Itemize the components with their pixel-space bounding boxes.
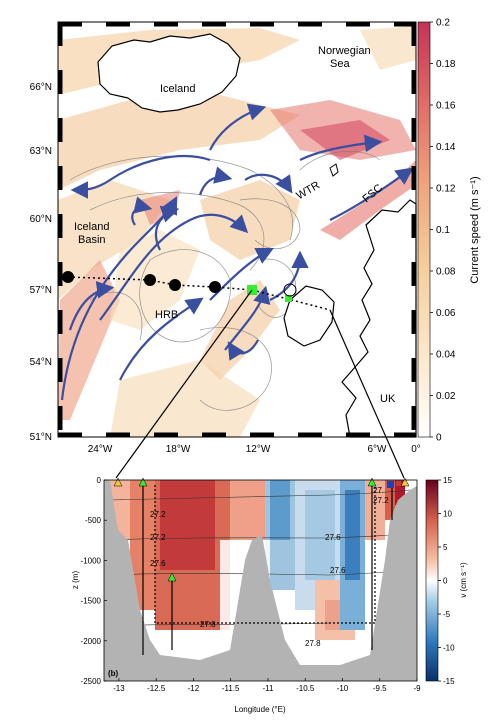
map-xtick: 6°W bbox=[368, 444, 388, 455]
velocity-colorbar-tick-label: 5 bbox=[443, 543, 448, 552]
map-ytick: 51°N bbox=[30, 432, 52, 443]
speed-colorbar-tick-label: 0.04 bbox=[436, 350, 456, 361]
section-ytick-label: -1000 bbox=[81, 556, 102, 565]
label-iceland-basin-1: Iceland bbox=[74, 221, 109, 233]
label-iceland: Iceland bbox=[160, 83, 195, 95]
label-hrb: HRB bbox=[155, 309, 178, 321]
map-xtick: 24°W bbox=[88, 444, 113, 455]
section-ytick-label: -1500 bbox=[81, 597, 102, 606]
section-xtick-label: -11.5 bbox=[222, 684, 240, 693]
speed-colorbar-tick-label: 0.08 bbox=[436, 267, 456, 278]
map-xtick: 18°W bbox=[166, 444, 191, 455]
section-ytick-label: -2500 bbox=[81, 677, 102, 686]
section-xtick-label: -12 bbox=[188, 684, 200, 693]
speed-colorbar-tick-label: 0.12 bbox=[436, 184, 456, 195]
velocity-colorbar-tick-label: -10 bbox=[443, 644, 455, 653]
panel-label-b: (b) bbox=[108, 669, 119, 678]
map-ytick: 60°N bbox=[30, 214, 52, 225]
map-ytick: 54°N bbox=[30, 357, 52, 368]
speed-colorbar-tick-label: 0.18 bbox=[436, 59, 456, 70]
velocity-colorbar-tick-label: -5 bbox=[443, 610, 451, 619]
map-ytick: 63°N bbox=[30, 146, 52, 157]
station-marker bbox=[209, 281, 221, 293]
mooring-marker bbox=[396, 480, 401, 486]
map-ytick: 57°N bbox=[30, 285, 52, 296]
station-marker bbox=[62, 271, 74, 283]
label-norwegian: Norwegian bbox=[318, 45, 371, 57]
section-xtick-label: -9 bbox=[413, 684, 421, 693]
mooring-marker bbox=[387, 481, 394, 488]
velocity-colorbar-tick-label: 0 bbox=[443, 577, 448, 586]
velocity-colorbar-label: v (cm s⁻¹) bbox=[459, 562, 468, 598]
label-iceland-basin-2: Basin bbox=[78, 234, 106, 246]
label-sea: Sea bbox=[330, 58, 350, 70]
speed-colorbar-tick-label: 0 bbox=[436, 433, 442, 444]
map-xtick: 12°W bbox=[246, 444, 271, 455]
map-ytick: 66°N bbox=[30, 82, 52, 93]
speed-colorbar-tick-label: 0.06 bbox=[436, 308, 456, 319]
panel-b-section: 27.2 27.6 27.6 27.6 27.8 27.8 27 27.2 27… bbox=[71, 476, 468, 714]
velocity-colorbar-tick-label: -15 bbox=[443, 677, 455, 686]
speed-colorbar-tick-label: 0.2 bbox=[436, 18, 450, 29]
speed-colorbar-tick-label: 0.16 bbox=[436, 101, 456, 112]
section-ytick-label: -2000 bbox=[81, 637, 102, 646]
label-uk: UK bbox=[380, 393, 396, 405]
section-ylabel: z (m) bbox=[71, 571, 80, 590]
contour-label: 27.6 bbox=[330, 566, 346, 575]
section-xtick-label: -11 bbox=[262, 684, 274, 693]
contour-label: 27.8 bbox=[200, 620, 216, 629]
velocity-colorbar: 15 10 5 0 -5 -10 -15 v (cm s⁻¹) bbox=[426, 476, 468, 686]
panel-a-map: Iceland Norwegian Sea Iceland Basin HRB … bbox=[30, 18, 481, 456]
map-xtick: 0° bbox=[411, 444, 421, 455]
section-xtick-label: -10.5 bbox=[296, 684, 315, 693]
contour-label: 27.2 bbox=[150, 510, 166, 519]
velocity-colorbar-tick-label: 15 bbox=[443, 476, 452, 485]
speed-colorbar-tick-label: 0.02 bbox=[436, 391, 456, 402]
station-marker bbox=[169, 279, 181, 291]
contour-label: 27.6 bbox=[325, 533, 341, 542]
station-marker bbox=[144, 274, 156, 286]
section-ytick-label: 0 bbox=[97, 476, 102, 485]
contour-label: 27.2 bbox=[150, 533, 166, 542]
speed-colorbar: 00.020.040.060.080.10.120.140.160.180.2 … bbox=[418, 18, 481, 444]
speed-colorbar-label: Current speed (m s⁻¹) bbox=[469, 176, 481, 283]
section-xtick-label: -13 bbox=[113, 684, 125, 693]
section-xlabel: Longitude (°E) bbox=[234, 705, 286, 714]
section-xtick-label: -12.5 bbox=[147, 684, 166, 693]
contour-label: 27.6 bbox=[150, 559, 166, 568]
velocity-colorbar-tick-label: 10 bbox=[443, 510, 452, 519]
contour-label: 27.8 bbox=[305, 639, 321, 648]
section-ytick-label: -500 bbox=[85, 516, 102, 525]
section-xtick-label: -10 bbox=[337, 684, 349, 693]
speed-colorbar-tick-label: 0.14 bbox=[436, 142, 456, 153]
section-xtick-label: -9.5 bbox=[373, 684, 387, 693]
speed-colorbar-tick-label: 0.1 bbox=[436, 225, 450, 236]
